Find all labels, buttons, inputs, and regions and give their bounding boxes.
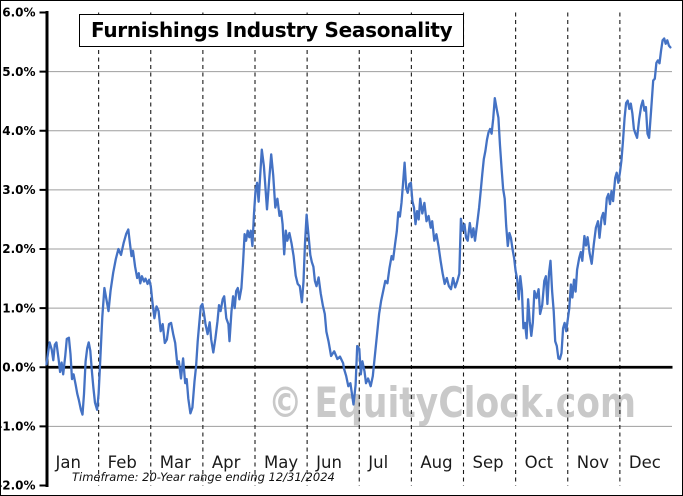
month-label-Jan: Jan	[55, 453, 81, 472]
y-tick-label: -1.0%	[1, 420, 36, 434]
y-tick-label: 0.0%	[2, 360, 35, 374]
y-tick-label: 2.0%	[2, 242, 35, 256]
y-tick-label: -2.0%	[1, 479, 36, 493]
month-label-Jun: Jun	[315, 453, 342, 472]
x-axis-month-labels: Jan Feb Mar Apr May Jun Jul Aug Sep Oct Nov Dec	[55, 453, 661, 472]
month-label-May: May	[264, 453, 298, 472]
month-label-Aug: Aug	[420, 453, 452, 472]
month-label-Apr: Apr	[212, 453, 241, 472]
y-tick-label: 6.0%	[2, 6, 35, 20]
y-axis-tick-labels: 6.0% 5.0% 4.0% 3.0% 2.0% 1.0% 0.0% -1.0% -2.0%	[1, 6, 36, 493]
month-label-Feb: Feb	[108, 453, 137, 472]
month-label-Jul: Jul	[367, 453, 388, 472]
month-label-Oct: Oct	[525, 453, 554, 472]
y-tick-label: 1.0%	[2, 301, 35, 315]
month-label-Sep: Sep	[473, 453, 504, 472]
y-tick-label: 5.0%	[2, 65, 35, 79]
seasonality-series-line	[45, 37, 672, 416]
chart-title: Furnishings Industry Seasonality	[79, 14, 465, 47]
watermark-text: © EquityClock.com	[268, 378, 636, 427]
month-label-Mar: Mar	[160, 453, 191, 472]
timeframe-footnote: Timeframe: 20-Year range ending 12/31/20…	[72, 470, 335, 484]
y-tick-label: 3.0%	[2, 183, 35, 197]
month-label-Dec: Dec	[629, 453, 661, 472]
month-boundary-gridlines	[98, 12, 621, 486]
month-label-Nov: Nov	[577, 453, 609, 472]
axes	[39, 11, 673, 487]
y-tick-label: 4.0%	[2, 124, 35, 138]
